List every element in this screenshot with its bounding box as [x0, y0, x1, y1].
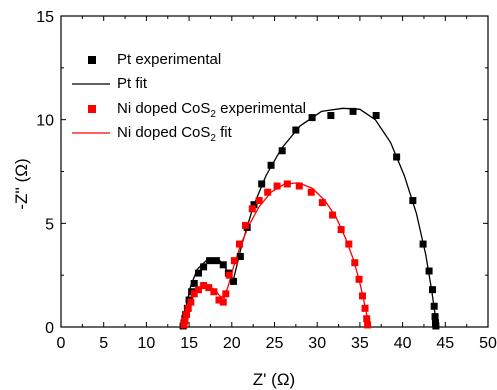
- data-point: [318, 199, 326, 207]
- data-point: [250, 201, 258, 209]
- data-point: [255, 197, 263, 205]
- x-tick-label: 15: [180, 335, 198, 352]
- data-point: [184, 304, 192, 312]
- x-tick-label: 25: [266, 335, 284, 352]
- data-point: [363, 315, 371, 323]
- data-point: [364, 321, 372, 329]
- x-tick-label: 35: [351, 335, 369, 352]
- data-point: [190, 290, 198, 298]
- y-axis-title: -Z'' (Ω): [12, 158, 31, 209]
- data-point: [264, 188, 272, 196]
- legend-marker: [88, 105, 96, 113]
- data-point: [210, 288, 218, 296]
- x-tick-label: 50: [479, 335, 497, 352]
- data-point: [194, 269, 202, 277]
- data-point: [200, 282, 208, 290]
- data-point: [215, 296, 223, 304]
- fit-line: [182, 107, 437, 328]
- data-point: [258, 180, 266, 188]
- data-point: [225, 271, 233, 279]
- data-point: [278, 147, 286, 155]
- data-point: [283, 180, 291, 188]
- data-point: [372, 112, 380, 120]
- data-point: [236, 253, 244, 261]
- data-point: [295, 182, 303, 190]
- data-point: [206, 257, 214, 265]
- x-tick-label: 0: [57, 335, 66, 352]
- legend-label: Pt fit: [117, 75, 148, 92]
- data-point: [187, 298, 195, 306]
- data-point: [329, 211, 337, 219]
- x-tick-label: 20: [223, 335, 241, 352]
- data-point: [241, 221, 249, 229]
- x-axis-title: Z' (Ω): [253, 370, 295, 389]
- data-point: [190, 279, 198, 287]
- y-tick-label: 15: [36, 9, 54, 26]
- data-point: [273, 182, 281, 190]
- data-point: [428, 286, 436, 294]
- data-point: [349, 107, 357, 115]
- data-point: [345, 240, 353, 248]
- data-point: [308, 114, 316, 122]
- x-tick-label: 30: [308, 335, 326, 352]
- data-point: [361, 304, 369, 312]
- y-tick-label: 10: [36, 113, 54, 130]
- legend-label: Pt experimental: [117, 51, 221, 68]
- fit-line: [183, 182, 369, 328]
- data-point: [337, 226, 345, 234]
- data-point: [432, 322, 440, 330]
- data-point: [219, 261, 227, 269]
- x-tick-label: 45: [436, 335, 454, 352]
- data-point: [431, 313, 439, 321]
- data-point: [355, 275, 363, 283]
- data-point: [425, 267, 433, 275]
- data-point: [219, 298, 227, 306]
- y-tick-label: 5: [45, 216, 54, 233]
- legend-label: Ni doped CoS2 experimental: [117, 100, 306, 120]
- data-point: [194, 286, 202, 294]
- data-point: [222, 290, 230, 298]
- data-point: [183, 311, 191, 319]
- data-point: [205, 284, 213, 292]
- data-point: [419, 240, 427, 248]
- data-point: [230, 277, 238, 285]
- data-point: [235, 240, 243, 248]
- data-point: [292, 126, 300, 134]
- legend-label: Ni doped CoS2 fit: [117, 124, 233, 144]
- data-point: [267, 161, 275, 169]
- data-point: [409, 197, 417, 205]
- data-point: [358, 292, 366, 300]
- data-point: [393, 153, 401, 161]
- legend-marker: [88, 56, 96, 64]
- y-tick-label: 0: [45, 320, 54, 337]
- x-tick-label: 10: [138, 335, 156, 352]
- data-point: [351, 259, 359, 267]
- x-tick-label: 40: [394, 335, 412, 352]
- data-point: [200, 263, 208, 271]
- data-point: [212, 257, 220, 265]
- data-point: [327, 112, 335, 120]
- x-tick-label: 5: [99, 335, 108, 352]
- data-point: [248, 205, 256, 213]
- data-point: [181, 317, 189, 325]
- data-point: [180, 321, 188, 329]
- data-point: [307, 188, 315, 196]
- data-point: [230, 257, 238, 265]
- data-point: [430, 302, 438, 310]
